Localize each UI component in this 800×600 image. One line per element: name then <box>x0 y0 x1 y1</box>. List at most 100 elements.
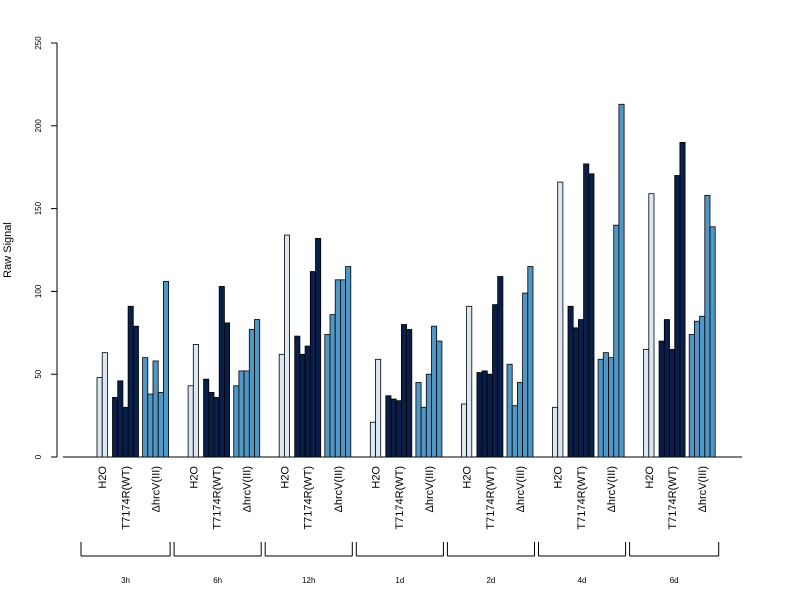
bar <box>122 406 129 458</box>
bar <box>152 360 159 458</box>
bar <box>557 181 564 458</box>
bar <box>481 370 488 458</box>
bar <box>466 305 473 458</box>
bar <box>602 352 609 458</box>
x-tick-label: T7174R(WT) <box>212 466 224 530</box>
bar <box>375 358 382 458</box>
x-tick-label: T7174R(WT) <box>303 466 315 530</box>
bar <box>567 305 574 458</box>
bar <box>583 163 590 458</box>
x-tick-label: ΔhrcV(III) <box>606 466 618 512</box>
x-tick-label: T7174R(WT) <box>394 466 406 530</box>
y-tick-label: 250 <box>34 36 43 50</box>
bar <box>431 325 438 458</box>
x-tick-label: T7174R(WT) <box>576 466 588 530</box>
timepoint-label: 12h <box>302 576 315 585</box>
y-tick-label: 200 <box>34 119 43 133</box>
bar <box>223 322 230 458</box>
bar <box>147 393 154 458</box>
x-tick-label: ΔhrcV(III) <box>697 466 709 512</box>
bar <box>127 305 134 458</box>
bar <box>192 343 199 458</box>
x-tick-labels: H2O T7174R(WT) ΔhrcV(III) H2O T7174R(WT) Δhrc… <box>97 466 709 530</box>
bars <box>96 103 716 458</box>
bar <box>709 226 716 458</box>
bar <box>395 400 402 458</box>
bar <box>345 266 352 458</box>
bar <box>406 329 413 458</box>
x-tick-label: ΔhrcV(III) <box>515 466 527 512</box>
x-tick-label: ΔhrcV(III) <box>151 466 163 512</box>
bar <box>618 103 625 458</box>
bar <box>390 398 397 458</box>
bar <box>688 334 695 458</box>
bar <box>578 319 585 458</box>
bar <box>304 345 311 458</box>
x-tick-label: H2O <box>97 466 109 489</box>
bar <box>162 281 169 458</box>
bar <box>694 320 701 458</box>
bar <box>142 357 149 458</box>
bar <box>385 395 392 458</box>
bar <box>315 238 322 458</box>
x-tick-label: H2O <box>279 466 291 489</box>
bar <box>679 141 686 458</box>
bar <box>238 370 245 458</box>
bar <box>208 392 215 458</box>
bar <box>674 175 681 458</box>
x-tick-label: T7174R(WT) <box>485 466 497 530</box>
bar <box>254 319 261 458</box>
bar <box>669 348 676 458</box>
bar <box>400 324 407 458</box>
bar <box>699 315 706 458</box>
bar <box>187 385 194 458</box>
bar <box>218 286 225 458</box>
x-tick-label: ΔhrcV(III) <box>333 466 345 512</box>
bar <box>527 266 534 458</box>
timepoint-label: 3h <box>121 576 130 585</box>
bar <box>243 370 250 458</box>
bar <box>511 405 518 458</box>
bar <box>663 319 670 458</box>
bar <box>425 373 432 458</box>
x-tick-label: T7174R(WT) <box>667 466 679 530</box>
bar <box>658 340 665 458</box>
x-tick-label: ΔhrcV(III) <box>424 466 436 512</box>
timepoint-brackets: 3h 6h 12h 1d 2d 4d 6d <box>80 542 720 585</box>
bar <box>132 325 139 458</box>
bar <box>329 314 336 458</box>
bar <box>157 392 164 458</box>
bar <box>369 421 376 458</box>
y-tick-label: 0 <box>34 454 43 459</box>
bar <box>517 382 524 458</box>
y-axis-label: Raw Signal <box>2 222 14 278</box>
bar <box>643 348 650 458</box>
bar <box>112 396 119 458</box>
bar <box>704 194 711 458</box>
bar <box>588 173 595 458</box>
bar <box>101 352 108 458</box>
bar <box>339 279 346 458</box>
bar <box>648 193 655 458</box>
x-tick-label: H2O <box>553 466 565 489</box>
bar <box>436 340 443 458</box>
bar <box>486 373 493 458</box>
bar <box>233 385 240 458</box>
bar <box>213 396 220 458</box>
timepoint-label: 2d <box>486 576 495 585</box>
x-tick-label: H2O <box>188 466 200 489</box>
bar <box>309 271 316 458</box>
bar <box>552 406 559 458</box>
x-tick-label: H2O <box>462 466 474 489</box>
bar <box>608 357 615 458</box>
timepoint-label: 1d <box>395 576 404 585</box>
bar <box>117 380 124 458</box>
bar <box>334 279 341 458</box>
bar <box>497 276 504 458</box>
x-tick-label: H2O <box>644 466 656 489</box>
bar <box>415 382 422 458</box>
bar <box>506 363 513 458</box>
timepoint-label: 6d <box>670 576 679 585</box>
bar <box>492 304 499 458</box>
